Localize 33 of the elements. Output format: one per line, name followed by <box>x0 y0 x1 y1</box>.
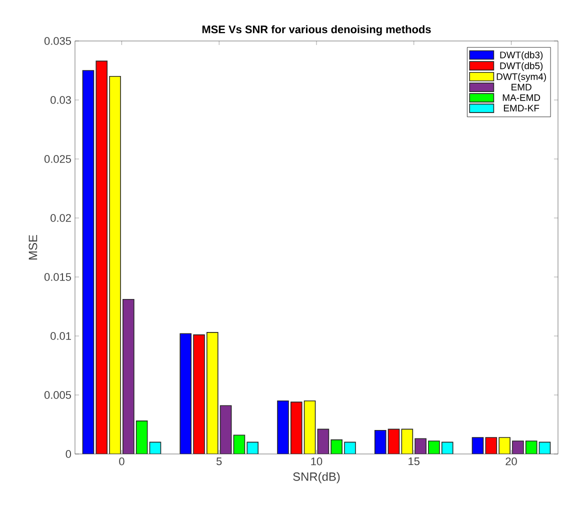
legend-label: DWT(sym4) <box>496 73 546 82</box>
y-tick-label: 0 <box>66 450 72 458</box>
y-tick-label: 0.005 <box>44 391 71 399</box>
bar <box>109 76 121 454</box>
bar <box>485 437 498 454</box>
x-tick-label: 5 <box>216 458 222 466</box>
y-tick-label: 0.03 <box>50 96 71 104</box>
bar <box>388 428 400 454</box>
y-tick-label: 0.02 <box>50 214 71 222</box>
y-tick-label: 0.01 <box>50 332 71 340</box>
legend-label: DWT(db5) <box>500 62 543 72</box>
bar <box>472 437 484 454</box>
bar <box>206 332 218 454</box>
x-tick-label: 10 <box>311 458 322 466</box>
y-tick-label: 0.035 <box>44 37 71 45</box>
legend-label: EMD-KF <box>504 104 540 112</box>
y-axis-title: MSE <box>28 235 38 260</box>
x-tick-label: 15 <box>408 458 420 466</box>
bar <box>136 420 148 454</box>
y-tick-label: 0.015 <box>44 273 71 281</box>
bar <box>401 428 414 454</box>
bar <box>304 400 316 454</box>
bar <box>193 334 205 454</box>
bar <box>96 60 108 454</box>
chart-title: MSE Vs SNR for various denoising methods <box>202 25 431 36</box>
bar <box>233 434 246 454</box>
x-tick-label: 20 <box>506 458 517 466</box>
legend-label: EMD <box>512 84 532 90</box>
x-tick-label: 0 <box>119 458 124 466</box>
legend-label: DWT(db3) <box>500 51 543 60</box>
y-tick-label: 0.025 <box>44 155 71 163</box>
x-axis-title: SNR(dB) <box>293 472 340 484</box>
legend-label: MA-EMD <box>502 94 540 101</box>
